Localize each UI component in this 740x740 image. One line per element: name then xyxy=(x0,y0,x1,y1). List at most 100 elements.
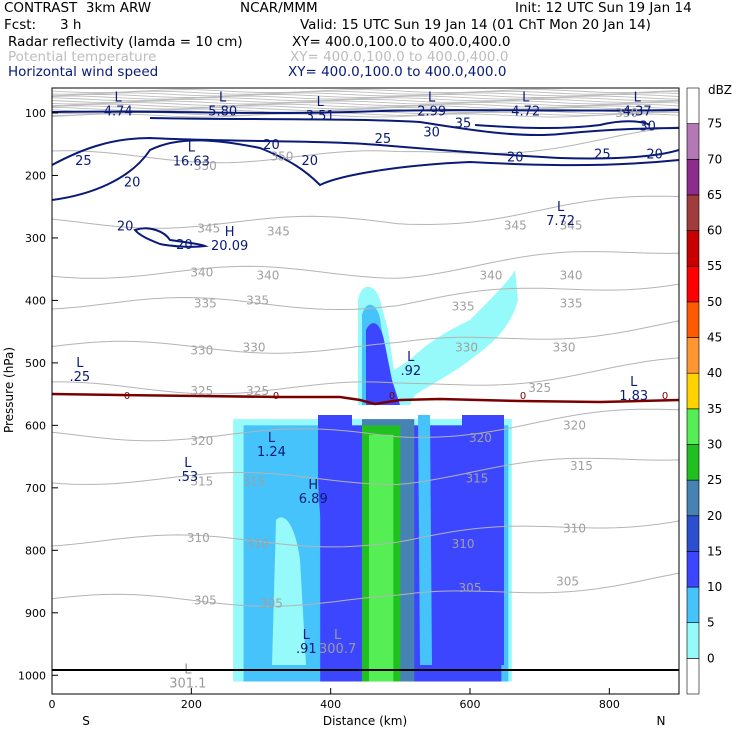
freezing-level-label: 0 xyxy=(662,391,668,402)
freezing-level-line xyxy=(52,392,679,406)
extremum-marker: L xyxy=(634,91,642,106)
freezing-level-label: 0 xyxy=(389,391,395,402)
wind-label: 25 xyxy=(375,132,392,147)
extremum-marker: L xyxy=(115,91,123,106)
wind-label: 25 xyxy=(75,154,92,169)
colorbar-tick-label: 0 xyxy=(707,651,715,665)
field-reflectivity-name: Radar reflectivity (lamda = 10 cm) xyxy=(8,34,243,50)
theta-contour-upper xyxy=(52,113,679,118)
colorbar-tick-label: 60 xyxy=(707,224,722,238)
model-title: CONTRAST 3km ARW xyxy=(4,0,152,16)
field-theta-name: Potential temperature xyxy=(8,49,157,65)
field-wind-xy: XY= 400.0,100.0 to 400.0,400.0 xyxy=(288,64,507,80)
theta-label: 335 xyxy=(560,297,583,311)
organization-label: NCAR/MMM xyxy=(240,0,318,16)
colorbar: 0 5 10 15 20 25 30 35 40 45 50 55 60 65 70 75 xyxy=(686,87,722,695)
colorbar-segment xyxy=(686,301,700,338)
extremum-marker: L xyxy=(630,375,638,390)
extremum-value: 20.09 xyxy=(211,239,248,254)
wind-contour-20 xyxy=(52,139,679,201)
y-tick-label: 800 xyxy=(25,544,46,557)
colorbar-segment xyxy=(686,158,700,196)
theta-label: 345 xyxy=(197,222,220,236)
extremum-marker: L xyxy=(428,91,436,106)
extremum-value: 4.74 xyxy=(104,105,133,120)
y-tick-label: 900 xyxy=(25,607,46,620)
colorbar-tick-label: 65 xyxy=(707,188,722,202)
theta-label: 310 xyxy=(452,537,475,551)
theta-label: 315 xyxy=(570,459,593,473)
theta-label: 320 xyxy=(190,434,213,448)
theta-label: 305 xyxy=(260,596,283,610)
wind-label: 20 xyxy=(263,138,280,153)
colorbar-segment xyxy=(686,515,700,552)
y-tick-label: 400 xyxy=(25,294,46,307)
extremum-value: 1.24 xyxy=(257,445,286,460)
extremum-value: 301.1 xyxy=(169,676,206,691)
wind-label: 35 xyxy=(455,116,472,131)
colorbar-segment xyxy=(686,586,700,624)
extremum-marker: L xyxy=(188,141,196,156)
extremum-value: 300.7 xyxy=(319,642,356,657)
extremum-value: .25 xyxy=(70,370,91,385)
y-tick-label: 300 xyxy=(25,232,46,245)
theta-label: 320 xyxy=(563,418,586,432)
x-tick-label: 400 xyxy=(320,698,341,711)
theta-label: 325 xyxy=(246,384,269,398)
theta-label: 315 xyxy=(190,475,213,489)
extremum-value: 5.80 xyxy=(208,105,237,120)
wind-contours xyxy=(52,109,679,248)
theta-contour-330 xyxy=(52,320,679,354)
axes: 0 200 400 600 800100200300400500600700800900… xyxy=(18,107,620,711)
wind-label: 20 xyxy=(301,154,318,169)
theta-contour-305 xyxy=(52,572,679,607)
y-tick-label: 700 xyxy=(25,482,46,495)
reflectivity-layer xyxy=(233,270,518,682)
theta-contour-upper xyxy=(52,92,679,97)
south-label: S xyxy=(82,714,90,728)
reflectivity-east-15-band xyxy=(462,415,504,665)
x-tick-label: 600 xyxy=(460,698,481,711)
theta-label: 325 xyxy=(190,384,213,398)
theta-label: 350 xyxy=(270,150,293,164)
x-tick-label: 200 xyxy=(181,698,202,711)
theta-contour-320 xyxy=(52,408,679,442)
colorbar-segment xyxy=(686,408,700,445)
colorbar-tick-label: 75 xyxy=(707,117,722,131)
theta-label: 320 xyxy=(469,431,492,445)
north-label: N xyxy=(657,714,666,728)
extremum-value: 4.37 xyxy=(623,105,652,120)
extremum-value: 3.51 xyxy=(306,109,335,124)
extremum-marker: L xyxy=(557,200,565,215)
colorbar-tick-label: 70 xyxy=(707,152,722,166)
field-reflectivity-xy: XY= 400.0,100.0 to 400.0,400.0 xyxy=(292,34,511,50)
colorbar-segment xyxy=(686,658,700,695)
theta-contour-345 xyxy=(52,195,679,229)
extremum-value: 6.89 xyxy=(299,492,328,507)
colorbar-tick-label: 50 xyxy=(707,295,722,309)
colorbar-tick-label: 25 xyxy=(707,473,722,487)
theta-label: 335 xyxy=(194,297,217,311)
colorbar-tick-label: 30 xyxy=(707,437,722,451)
extremum-marker: L xyxy=(76,356,84,371)
colorbar-tick-label: 15 xyxy=(707,544,722,558)
reflectivity-core-15 xyxy=(366,323,400,405)
colorbar-segment xyxy=(686,551,700,588)
extremum-marker: H xyxy=(225,225,235,240)
theta-label: 330 xyxy=(455,340,478,354)
extremum-value: 2.99 xyxy=(417,105,446,120)
colorbar-segment xyxy=(686,479,700,517)
theta-label: 325 xyxy=(528,381,551,395)
theta-contour-upper xyxy=(52,89,679,94)
x-axis-title: Distance (km) xyxy=(323,714,407,728)
theta-label: 310 xyxy=(187,531,210,545)
theta-label: 350 xyxy=(194,159,217,173)
colorbar-tick-label: 20 xyxy=(707,509,722,523)
theta-label: 350 xyxy=(615,106,638,120)
wind-contour-upper xyxy=(52,109,679,114)
reflectivity-gap-5 xyxy=(272,517,306,665)
wind-contour-25 xyxy=(52,136,679,166)
x-tick-label: 800 xyxy=(599,698,620,711)
extremum-marker: H xyxy=(308,478,318,493)
